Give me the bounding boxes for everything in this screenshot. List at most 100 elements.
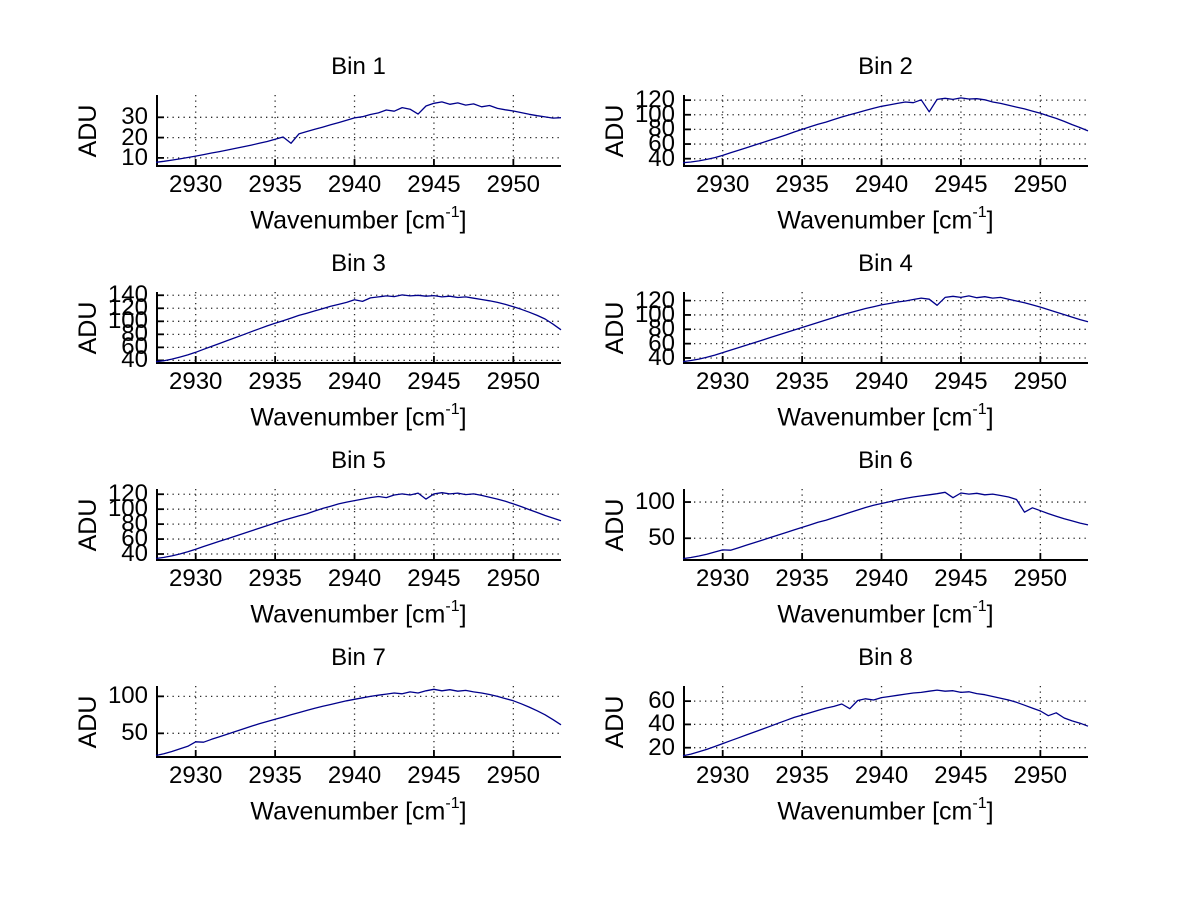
x-tick-label: 2945 — [407, 762, 461, 789]
x-axis-label-superscript: -1 — [445, 204, 460, 221]
x-axis-label-superscript: -1 — [972, 598, 987, 615]
subplot-bin-2: Bin 2 40 60 80 100 120 2930 2935 2940 2945 2950 Wav… — [543, 50, 1108, 242]
y-tick-label: 40 — [648, 343, 675, 371]
x-tick-label: 2945 — [407, 368, 461, 395]
y-tick-label: 40 — [121, 540, 148, 568]
x-axis-label-bracket: ] — [986, 403, 994, 432]
subplot-title: Bin 3 — [331, 250, 386, 277]
y-tick-label: 100 — [634, 488, 675, 516]
x-axis-label-bracket: ] — [986, 600, 994, 629]
y-tick-label: 100 — [107, 495, 148, 523]
x-axis-label-bracket: ] — [986, 797, 994, 826]
x-axis-label: Wavenumber [cm-1] — [156, 791, 561, 826]
plot-area — [682, 292, 1089, 364]
y-axis-label: ADU — [601, 104, 629, 158]
x-tick-label: 2930 — [696, 762, 750, 789]
x-axis-label: Wavenumber [cm-1] — [156, 200, 561, 235]
y-tick-label: 20 — [648, 733, 675, 761]
spectrum-line — [155, 688, 562, 757]
spectrum-line — [682, 491, 1089, 560]
x-axis-label-bracket: ] — [459, 403, 467, 432]
spectrum-line — [155, 492, 562, 560]
spectrum-line — [682, 689, 1089, 757]
y-tick-label: 40 — [121, 346, 148, 374]
x-tick-label: 2930 — [169, 762, 223, 789]
x-axis-label-text: Wavenumber [cm — [777, 600, 973, 629]
x-tick-label: 2935 — [248, 565, 302, 592]
y-axis-label: ADU — [601, 498, 629, 552]
y-tick-label: 20 — [121, 123, 148, 151]
subplot-title: Bin 7 — [331, 644, 386, 671]
y-tick-label: 100 — [107, 682, 148, 710]
x-axis-label-superscript: -1 — [972, 204, 987, 221]
y-axis-label: ADU — [601, 301, 629, 355]
x-tick-label: 2930 — [696, 171, 750, 198]
x-tick-label: 2950 — [1013, 565, 1068, 592]
plot-area — [682, 95, 1089, 167]
y-tick-label: 100 — [634, 300, 675, 328]
y-tick-label: 50 — [648, 524, 675, 552]
x-tick-label: 2930 — [696, 565, 750, 592]
x-axis-label-bracket: ] — [459, 797, 467, 826]
x-axis-label-superscript: -1 — [445, 401, 460, 418]
x-axis-label: Wavenumber [cm-1] — [156, 397, 561, 432]
y-tick-label: 60 — [121, 333, 148, 361]
x-tick-label: 2945 — [934, 762, 988, 789]
x-axis-label: Wavenumber [cm-1] — [683, 791, 1088, 826]
x-tick-label: 2940 — [854, 368, 909, 395]
subplot-title: Bin 2 — [858, 53, 913, 80]
spectrum-line — [682, 295, 1089, 363]
y-axis-label: ADU — [601, 695, 629, 749]
x-tick-label: 2930 — [169, 171, 223, 198]
y-tick-label: 60 — [648, 329, 675, 357]
x-tick-label: 2930 — [696, 368, 750, 395]
x-tick-label: 2940 — [327, 565, 382, 592]
y-tick-label: 60 — [121, 525, 148, 553]
x-tick-label: 2950 — [486, 368, 541, 395]
x-axis-label-bracket: ] — [459, 206, 467, 235]
y-tick-label: 100 — [634, 100, 675, 128]
y-tick-label: 60 — [648, 687, 675, 715]
subplot-bin-3: Bin 3 40 60 80 100 120 140 2930 2935 2940 2945 2950… — [16, 247, 581, 439]
y-tick-label: 80 — [121, 510, 148, 538]
subplot-title: Bin 6 — [858, 447, 913, 474]
y-tick-label: 140 — [107, 281, 148, 309]
plot-area — [155, 292, 562, 364]
plot-area — [155, 686, 562, 758]
x-tick-label: 2935 — [248, 171, 302, 198]
x-tick-label: 2940 — [854, 762, 909, 789]
x-tick-label: 2950 — [486, 565, 541, 592]
x-tick-label: 2945 — [934, 171, 988, 198]
plot-area — [682, 686, 1089, 758]
subplot-title: Bin 5 — [331, 447, 386, 474]
x-tick-label: 2940 — [327, 368, 382, 395]
x-axis-label-text: Wavenumber [cm — [777, 403, 973, 432]
x-axis-label: Wavenumber [cm-1] — [683, 200, 1088, 235]
y-tick-label: 120 — [634, 86, 675, 114]
x-axis-label-text: Wavenumber [cm — [250, 206, 446, 235]
x-axis-label: Wavenumber [cm-1] — [156, 594, 561, 629]
x-axis-label-text: Wavenumber [cm — [777, 797, 973, 826]
x-axis-label-text: Wavenumber [cm — [250, 600, 446, 629]
x-axis-label-bracket: ] — [986, 206, 994, 235]
x-tick-label: 2950 — [1013, 368, 1068, 395]
subplot-title: Bin 1 — [331, 53, 386, 80]
x-tick-label: 2935 — [775, 368, 829, 395]
y-axis-label: ADU — [74, 301, 102, 355]
y-tick-label: 30 — [121, 103, 148, 131]
x-tick-label: 2935 — [775, 171, 829, 198]
subplot-bin-7: Bin 7 50 100 2930 2935 2940 2945 2950 Wavenumber… — [16, 641, 581, 833]
y-tick-label: 80 — [648, 315, 675, 343]
y-tick-label: 50 — [121, 719, 148, 747]
x-tick-label: 2930 — [169, 565, 223, 592]
subplot-bin-1: Bin 1 10 20 30 2930 2935 2940 2945 2950 Wavenumbe… — [16, 50, 581, 242]
subplot-bin-6: Bin 6 50 100 2930 2935 2940 2945 2950 Wavenumber… — [543, 444, 1108, 636]
y-tick-label: 120 — [107, 294, 148, 322]
x-tick-label: 2950 — [486, 762, 541, 789]
y-tick-label: 100 — [107, 307, 148, 335]
subplot-title: Bin 4 — [858, 250, 913, 277]
x-tick-label: 2940 — [854, 171, 909, 198]
y-axis-label: ADU — [74, 104, 102, 158]
x-axis-label-text: Wavenumber [cm — [250, 403, 446, 432]
